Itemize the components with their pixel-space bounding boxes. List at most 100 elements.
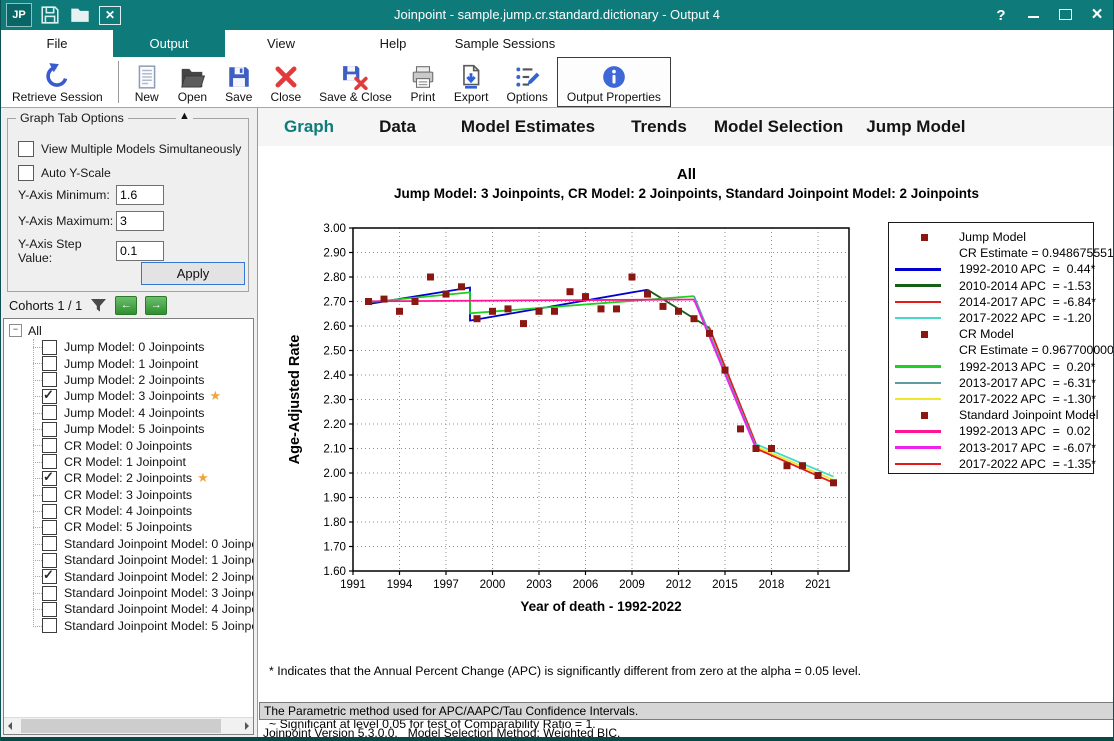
cr-model-5-joinpoints-checkbox[interactable] — [42, 520, 57, 535]
cr-model-2-joinpoints-checkbox[interactable]: ✓ — [42, 471, 57, 486]
legend-line-swatch — [889, 365, 959, 367]
tree-item-label: Jump Model: 5 Joinpoints — [64, 422, 205, 436]
scrollbar-thumb[interactable] — [21, 719, 221, 733]
tree-item-standard-joinpoint-model-4-joinpoints[interactable]: Standard Joinpoint Model: 4 Joinpoints — [4, 601, 253, 617]
scroll-right-arrow-icon[interactable] — [245, 722, 249, 730]
tree-item-standard-joinpoint-model-1-joinpoint[interactable]: Standard Joinpoint Model: 1 Joinpoint — [4, 552, 253, 568]
svg-text:Year of death - 1992-2022: Year of death - 1992-2022 — [520, 599, 681, 614]
tree-item-jump-model-2-joinpoints[interactable]: Jump Model: 2 Joinpoints — [4, 372, 253, 388]
tree-item-jump-model-3-joinpoints[interactable]: ✓Jump Model: 3 Joinpoints★ — [4, 388, 253, 404]
svg-text:2009: 2009 — [619, 578, 645, 591]
y-axis-minimum-input[interactable] — [116, 185, 164, 205]
tree-item-cr-model-2-joinpoints[interactable]: ✓ CR Model: 2 Joinpoints ★ — [4, 470, 253, 486]
export-button[interactable]: Export — [445, 58, 498, 106]
save-button[interactable]: Save — [216, 58, 261, 106]
tree-item-jump-model-4-joinpoints[interactable]: Jump Model: 4 Joinpoints — [4, 405, 253, 421]
apply-button[interactable]: Apply — [141, 262, 245, 285]
open-button[interactable]: Open — [169, 58, 216, 106]
best-fit-star-icon: ★ — [197, 470, 209, 486]
tab-model-estimates[interactable]: Model Estimates — [461, 117, 595, 137]
print-button[interactable]: Print — [401, 58, 445, 106]
menu-output[interactable]: Output — [113, 30, 225, 57]
tab-graph[interactable]: Graph — [284, 117, 334, 137]
y-axis-step-input[interactable] — [116, 241, 164, 261]
svg-text:2006: 2006 — [573, 578, 599, 591]
jump-model-5-joinpoints-checkbox[interactable] — [42, 422, 57, 437]
cr-model-4-joinpoints-checkbox[interactable] — [42, 504, 57, 519]
legend-label: CR Estimate = 0.948675551~ — [959, 246, 1114, 260]
standard-joinpoint-model-2-joinpoints-checkbox[interactable]: ✓ — [42, 569, 57, 584]
tree-item-standard-joinpoint-model-0-joinpoints[interactable]: Standard Joinpoint Model: 0 Joinpoints — [4, 536, 253, 552]
tab-trends[interactable]: Trends — [631, 117, 687, 137]
svg-text:2018: 2018 — [759, 578, 785, 591]
tree-item-standard-joinpoint-model-2-joinpoints[interactable]: ✓ Standard Joinpoint Model: 2 Joinpoints — [4, 568, 253, 584]
jump-model-0-joinpoints-checkbox[interactable] — [42, 340, 57, 355]
tree-connector — [33, 413, 42, 414]
jump-model-4-joinpoints-checkbox[interactable] — [42, 405, 57, 420]
chart-footnotes: * Indicates that the Annual Percent Chan… — [269, 628, 899, 741]
tree-item-jump-model-1-joinpoint[interactable]: Jump Model: 1 Joinpoint — [4, 355, 253, 371]
cr-model-3-joinpoints-checkbox[interactable] — [42, 487, 57, 502]
jump-model-2-joinpoints-checkbox[interactable] — [42, 372, 57, 387]
tree-item-cr-model-4-joinpoints[interactable]: CR Model: 4 Joinpoints — [4, 503, 253, 519]
tab-data[interactable]: Data — [379, 117, 416, 137]
menu-file[interactable]: File — [1, 30, 113, 57]
tree-item-label: Jump Model: 1 Joinpoint — [64, 357, 198, 371]
y-axis-maximum-input[interactable] — [116, 211, 164, 231]
tree-item-standard-joinpoint-model-3-joinpoints[interactable]: Standard Joinpoint Model: 3 Joinpoints — [4, 585, 253, 601]
svg-text:2000: 2000 — [480, 578, 506, 591]
tree-item-cr-model-5-joinpoints[interactable]: CR Model: 5 Joinpoints — [4, 519, 253, 535]
scroll-left-arrow-icon[interactable] — [8, 722, 12, 730]
maximize-button[interactable] — [1057, 7, 1073, 24]
collapse-toggle-icon[interactable]: − — [9, 324, 22, 337]
previous-cohort-button[interactable]: ← — [115, 296, 137, 315]
legend-item: 2017-2022 APC = -1.20 — [889, 310, 1093, 326]
tree-horizontal-scrollbar[interactable] — [4, 717, 253, 734]
legend-item: 1992-2013 APC = 0.20* — [889, 359, 1093, 375]
next-cohort-button[interactable]: → — [145, 296, 167, 315]
jump-model-3-joinpoints-checkbox[interactable]: ✓ — [42, 389, 57, 404]
print-label: Print — [410, 90, 435, 104]
close-button[interactable]: Close — [261, 58, 310, 106]
save-close-button[interactable]: Save & Close — [310, 58, 401, 106]
close-button[interactable]: × — [1089, 4, 1105, 26]
tree-root-label: All — [28, 324, 42, 338]
tree-item-label: CR Model: 2 Joinpoints — [64, 471, 192, 485]
tab-model-selection[interactable]: Model Selection — [714, 117, 843, 137]
tab-jump-model[interactable]: Jump Model — [866, 117, 965, 137]
view-multiple-models-checkbox[interactable] — [18, 141, 34, 157]
menu-sample-sessions[interactable]: Sample Sessions — [449, 30, 561, 57]
svg-text:2.90: 2.90 — [323, 246, 346, 259]
standard-joinpoint-model-5-joinpoints-checkbox[interactable] — [42, 618, 57, 633]
chart-legend: Jump ModelCR Estimate = 0.948675551~1992… — [888, 222, 1094, 474]
standard-joinpoint-model-3-joinpoints-checkbox[interactable] — [42, 586, 57, 601]
menu-view[interactable]: View — [225, 30, 337, 57]
auto-y-scale-checkbox[interactable] — [18, 165, 34, 181]
output-properties-button[interactable]: Output Properties — [557, 57, 671, 107]
svg-text:1.60: 1.60 — [323, 565, 346, 578]
tree-item-cr-model-0-joinpoints[interactable]: CR Model: 0 Joinpoints — [4, 437, 253, 453]
tree-root-all[interactable]: −All — [4, 322, 253, 339]
collapse-panel-icon[interactable]: ▲ — [176, 110, 193, 122]
view-multiple-models-label: View Multiple Models Simultaneously — [41, 142, 241, 156]
standard-joinpoint-model-1-joinpoint-checkbox[interactable] — [42, 553, 57, 568]
tree-item-cr-model-3-joinpoints[interactable]: CR Model: 3 Joinpoints — [4, 487, 253, 503]
minimize-button[interactable] — [1025, 7, 1041, 24]
jump-model-1-joinpoint-checkbox[interactable] — [42, 356, 57, 371]
help-button[interactable]: ? — [993, 7, 1009, 24]
cr-model-0-joinpoints-checkbox[interactable] — [42, 438, 57, 453]
filter-funnel-icon[interactable] — [90, 298, 107, 313]
window-title: Joinpoint - sample.jump.cr.standard.dict… — [1, 0, 1113, 30]
tree-item-jump-model-0-joinpoints[interactable]: Jump Model: 0 Joinpoints — [4, 339, 253, 355]
standard-joinpoint-model-4-joinpoints-checkbox[interactable] — [42, 602, 57, 617]
new-button[interactable]: New — [125, 58, 169, 106]
tree-item-cr-model-1-joinpoint[interactable]: CR Model: 1 Joinpoint — [4, 454, 253, 470]
cr-model-1-joinpoint-checkbox[interactable] — [42, 454, 57, 469]
menu-help[interactable]: Help — [337, 30, 449, 57]
options-button[interactable]: Options — [498, 58, 557, 106]
tree-item-jump-model-5-joinpoints[interactable]: Jump Model: 5 Joinpoints — [4, 421, 253, 437]
tree-item-label: Standard Joinpoint Model: 2 Joinpoints — [64, 570, 254, 584]
standard-joinpoint-model-0-joinpoints-checkbox[interactable] — [42, 536, 57, 551]
tree-item-standard-joinpoint-model-5-joinpoints[interactable]: Standard Joinpoint Model: 5 Joinpoints — [4, 618, 253, 634]
retrieve-session-button[interactable]: Retrieve Session — [3, 58, 112, 106]
